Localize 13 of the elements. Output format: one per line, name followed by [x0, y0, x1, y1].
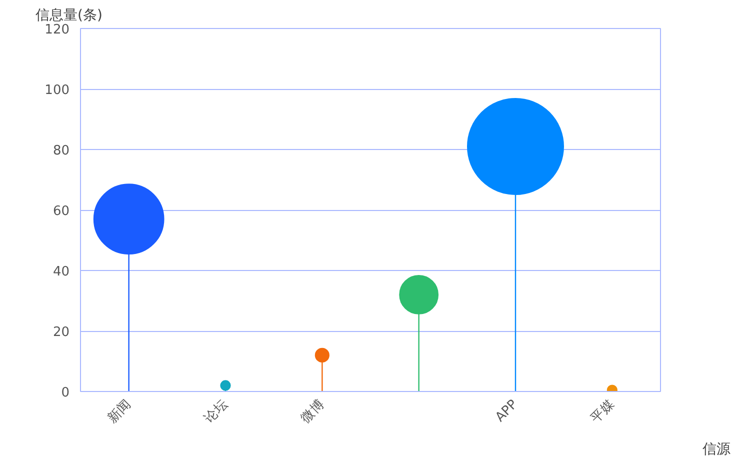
- y-tick-label: 100: [44, 83, 70, 98]
- y-tick-label: 40: [52, 264, 70, 280]
- x-tick-label: 平媒: [588, 397, 618, 426]
- y-tick-label: 0: [61, 386, 70, 400]
- x-axis-title: 信源: [702, 442, 730, 458]
- y-tick-label: 60: [52, 204, 70, 219]
- y-tick-label: 120: [44, 22, 70, 38]
- y-tick-label: 80: [52, 144, 70, 158]
- x-tick-label: 新闻: [105, 397, 134, 426]
- y-axis-title: 信息量(条): [36, 8, 102, 24]
- x-tick-label: 微博: [298, 397, 328, 426]
- x-tick-label: 论坛: [202, 397, 231, 426]
- y-tick-label: 20: [52, 325, 70, 340]
